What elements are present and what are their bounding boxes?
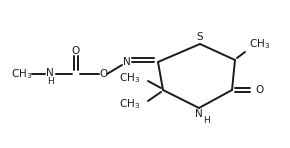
Text: H: H (48, 77, 55, 86)
Text: O: O (72, 46, 80, 56)
Text: CH$_3$: CH$_3$ (119, 71, 141, 85)
Text: CH$_3$: CH$_3$ (119, 97, 141, 111)
Text: N: N (123, 57, 131, 67)
Text: H: H (203, 115, 209, 124)
Text: O: O (99, 69, 107, 79)
Text: N: N (195, 109, 203, 119)
Text: CH$_3$: CH$_3$ (249, 37, 271, 51)
Text: S: S (197, 32, 203, 42)
Text: N: N (46, 68, 54, 78)
Text: CH$_3$: CH$_3$ (11, 67, 32, 81)
Text: O: O (256, 85, 264, 95)
